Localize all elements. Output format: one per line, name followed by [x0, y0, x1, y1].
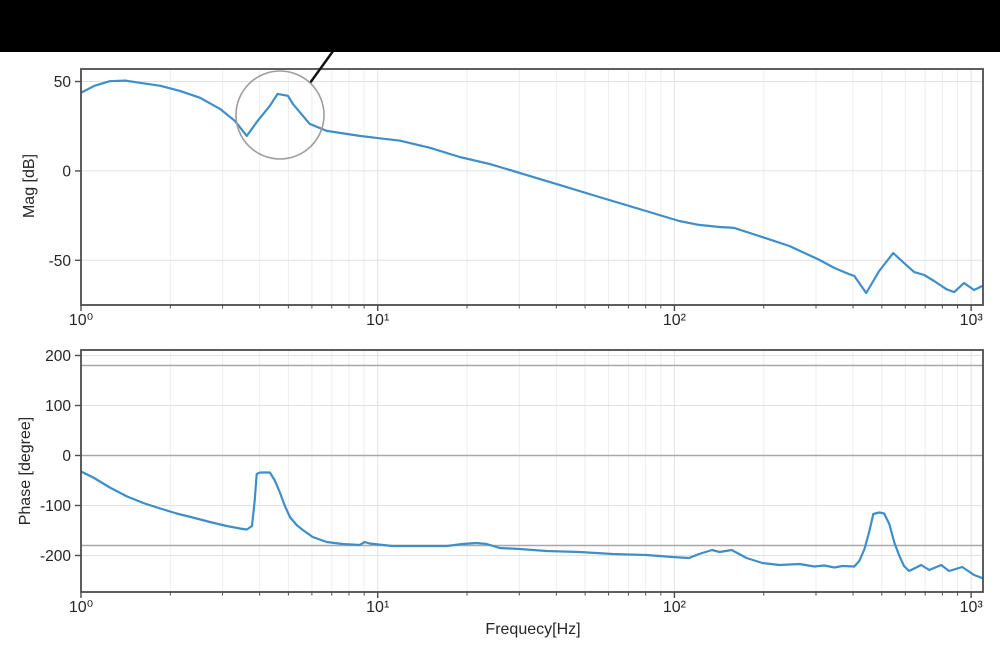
- x-tick-label: 10³: [960, 599, 984, 616]
- phase-curve: [81, 470, 983, 580]
- x-tick-label: 10¹: [366, 599, 389, 616]
- y-tick-label: 100: [45, 398, 71, 415]
- mag-y-axis-label: Mag [dB]: [21, 153, 38, 219]
- y-tick-label: -50: [49, 253, 72, 270]
- y-tick-label: -100: [40, 498, 71, 515]
- redacted-title-bar: [0, 0, 1000, 52]
- x-tick-label: 10²: [663, 312, 687, 329]
- x-tick-label: 10²: [663, 599, 687, 616]
- y-tick-label: 0: [62, 163, 71, 180]
- y-tick-label: 200: [45, 348, 71, 365]
- phase-y-axis-label: Phase [degree]: [17, 416, 34, 526]
- phase-axes-frame: [80, 349, 984, 593]
- annotation-callout-line: [309, 46, 337, 84]
- magnitude-curve: [81, 79, 983, 295]
- x-tick-label: 10¹: [366, 312, 389, 329]
- x-tick-label: 10⁰: [69, 312, 93, 329]
- x-tick-label: 10⁰: [69, 599, 93, 616]
- y-tick-label: 0: [62, 448, 71, 465]
- y-tick-label: -200: [40, 548, 71, 565]
- x-axis-label: Frequecy[Hz]: [485, 621, 581, 638]
- annotation-circle: [235, 70, 325, 160]
- x-tick-label: 10³: [960, 312, 984, 329]
- y-tick-label: 50: [54, 74, 72, 91]
- magnitude-axes-frame: [80, 68, 984, 306]
